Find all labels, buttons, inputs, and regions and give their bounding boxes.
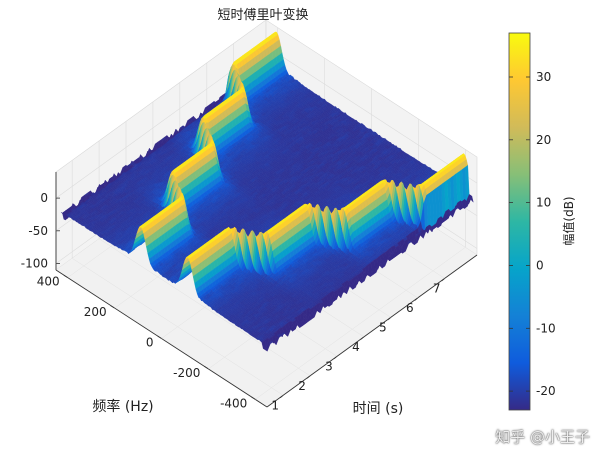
surface-mesh	[60, 31, 474, 352]
